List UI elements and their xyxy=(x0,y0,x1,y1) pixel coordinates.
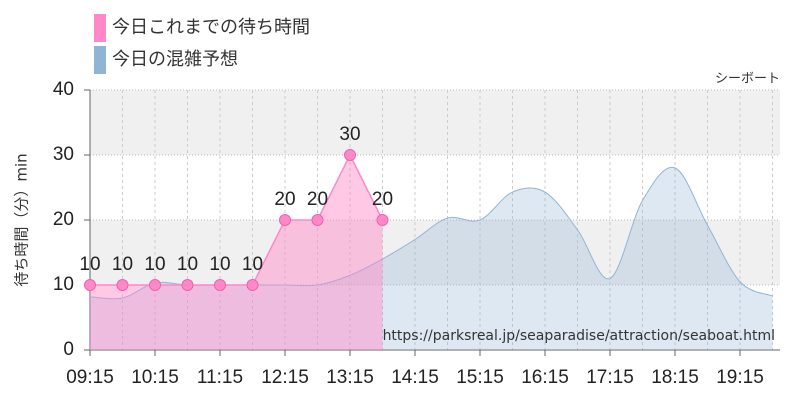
data-label: 10 xyxy=(209,254,230,275)
x-tick-label: 13:15 xyxy=(326,367,374,388)
source-watermark: https://parksreal.jp/seaparadise/attract… xyxy=(383,328,775,344)
legend-swatch xyxy=(94,46,106,74)
grid-band xyxy=(90,220,780,285)
data-label: 30 xyxy=(339,124,360,145)
data-label: 20 xyxy=(274,189,295,210)
x-tick-label: 12:15 xyxy=(261,367,309,388)
data-point xyxy=(84,279,96,291)
x-tick-label: 19:15 xyxy=(716,367,764,388)
y-tick-label: 30 xyxy=(53,144,74,165)
data-point xyxy=(181,279,194,291)
data-point xyxy=(344,149,356,161)
data-label: 10 xyxy=(242,254,263,275)
data-point xyxy=(376,214,389,226)
legend-label: 今日これまでの待ち時間 xyxy=(112,17,310,38)
data-label: 20 xyxy=(307,189,328,210)
data-label: 10 xyxy=(112,254,133,275)
grid-band xyxy=(90,90,780,155)
chart-title: シーボート xyxy=(715,72,780,87)
data-point xyxy=(311,214,324,226)
y-tick-label: 0 xyxy=(63,339,74,360)
actual-line xyxy=(90,153,384,286)
x-tick-label: 17:15 xyxy=(586,367,634,388)
x-tick-label: 15:15 xyxy=(456,367,504,388)
y-tick-label: 40 xyxy=(53,79,74,100)
forecast-area xyxy=(90,167,773,350)
data-point xyxy=(116,279,129,291)
y-axis-label: 待ち時間（分）min xyxy=(13,153,31,286)
data-point xyxy=(214,279,226,291)
data-point xyxy=(279,214,291,226)
x-tick-label: 14:15 xyxy=(391,367,439,388)
actual-area xyxy=(90,155,383,350)
data-label: 10 xyxy=(79,254,100,275)
x-tick-label: 11:15 xyxy=(197,367,243,388)
data-point xyxy=(246,279,259,291)
y-tick-label: 10 xyxy=(53,274,74,295)
legend-label: 今日の混雑予想 xyxy=(112,49,238,70)
x-tick-label: 10:15 xyxy=(131,367,179,388)
x-tick-label: 18:15 xyxy=(651,367,699,388)
data-label: 10 xyxy=(144,254,165,275)
y-tick-label: 20 xyxy=(53,209,74,230)
legend-swatch xyxy=(94,14,106,42)
x-tick-label: 09:15 xyxy=(66,367,114,388)
data-point xyxy=(149,279,161,291)
data-label: 20 xyxy=(372,189,393,210)
x-tick-label: 16:15 xyxy=(521,367,569,388)
data-label: 10 xyxy=(177,254,198,275)
